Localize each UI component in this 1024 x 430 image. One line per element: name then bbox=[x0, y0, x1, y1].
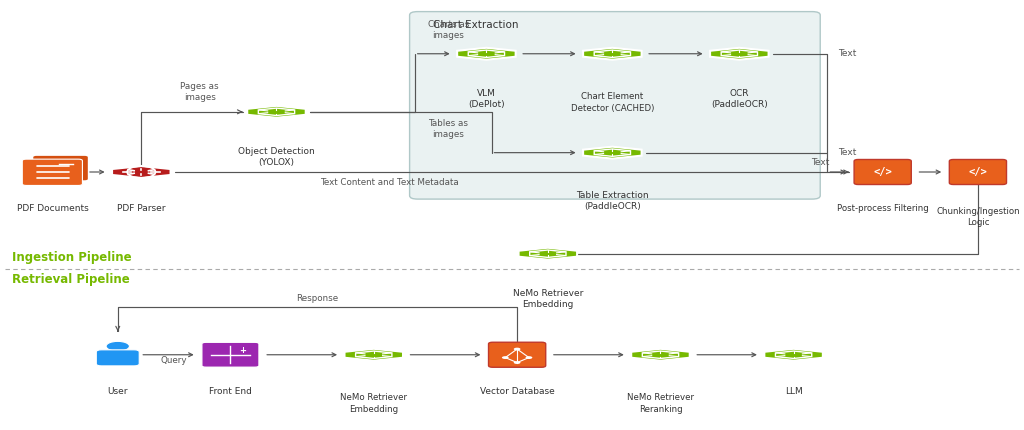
Text: </>: </> bbox=[873, 167, 892, 177]
Circle shape bbox=[514, 347, 520, 350]
Polygon shape bbox=[518, 248, 578, 260]
FancyBboxPatch shape bbox=[96, 350, 139, 366]
Text: Chart Element
Detector (CACHED): Chart Element Detector (CACHED) bbox=[570, 92, 654, 113]
Polygon shape bbox=[583, 48, 642, 60]
Text: Vector Database: Vector Database bbox=[480, 387, 554, 396]
Polygon shape bbox=[631, 349, 690, 361]
Text: Tables as
images: Tables as images bbox=[428, 119, 469, 139]
Text: Chunking/Ingestion
Logic: Chunking/Ingestion Logic bbox=[936, 207, 1020, 227]
Text: Ingestion Pipeline: Ingestion Pipeline bbox=[12, 252, 132, 264]
Text: VLM
(DePlot): VLM (DePlot) bbox=[468, 89, 505, 109]
Text: Chart Extraction: Chart Extraction bbox=[433, 20, 518, 30]
Text: LLM: LLM bbox=[784, 387, 803, 396]
Text: Text: Text bbox=[838, 148, 856, 157]
Text: Pages as
images: Pages as images bbox=[180, 83, 219, 102]
Text: Query: Query bbox=[161, 356, 187, 365]
Text: Post-process Filtering: Post-process Filtering bbox=[837, 204, 929, 213]
Polygon shape bbox=[344, 349, 403, 361]
Text: Text: Text bbox=[811, 158, 829, 167]
Text: NeMo Retriever
Reranking: NeMo Retriever Reranking bbox=[627, 393, 694, 414]
FancyBboxPatch shape bbox=[202, 342, 259, 367]
Text: OCR
(PaddleOCR): OCR (PaddleOCR) bbox=[711, 89, 768, 109]
Text: </>: </> bbox=[969, 167, 987, 177]
Text: Front End: Front End bbox=[209, 387, 252, 396]
FancyBboxPatch shape bbox=[33, 156, 88, 180]
Circle shape bbox=[106, 341, 129, 351]
FancyBboxPatch shape bbox=[410, 12, 820, 199]
Text: User: User bbox=[108, 387, 128, 396]
Text: Text: Text bbox=[838, 49, 856, 58]
Text: NeMo Retriever
Embedding: NeMo Retriever Embedding bbox=[340, 393, 408, 414]
Text: NeMo Retriever
Embedding: NeMo Retriever Embedding bbox=[513, 289, 583, 309]
Text: Response: Response bbox=[296, 294, 339, 303]
Circle shape bbox=[514, 361, 520, 364]
Text: PDF Documents: PDF Documents bbox=[17, 204, 89, 213]
FancyBboxPatch shape bbox=[949, 160, 1007, 184]
Polygon shape bbox=[583, 147, 642, 159]
FancyBboxPatch shape bbox=[854, 160, 911, 184]
Polygon shape bbox=[764, 349, 823, 361]
Circle shape bbox=[525, 356, 532, 359]
FancyBboxPatch shape bbox=[23, 159, 82, 185]
Polygon shape bbox=[247, 106, 306, 118]
Polygon shape bbox=[112, 166, 171, 178]
Text: Text Content and Text Metadata: Text Content and Text Metadata bbox=[319, 178, 459, 187]
Polygon shape bbox=[457, 48, 516, 60]
FancyBboxPatch shape bbox=[488, 342, 546, 367]
Text: Object Detection
(YOLOX): Object Detection (YOLOX) bbox=[239, 147, 314, 167]
Text: Table Extraction
(PaddleOCR): Table Extraction (PaddleOCR) bbox=[577, 191, 648, 212]
Circle shape bbox=[502, 356, 509, 359]
Text: Charts as
images: Charts as images bbox=[428, 20, 469, 40]
Text: Retrieval Pipeline: Retrieval Pipeline bbox=[12, 273, 130, 286]
Text: PDF Parser: PDF Parser bbox=[117, 204, 166, 213]
Text: +: + bbox=[240, 345, 246, 354]
Polygon shape bbox=[710, 48, 769, 60]
